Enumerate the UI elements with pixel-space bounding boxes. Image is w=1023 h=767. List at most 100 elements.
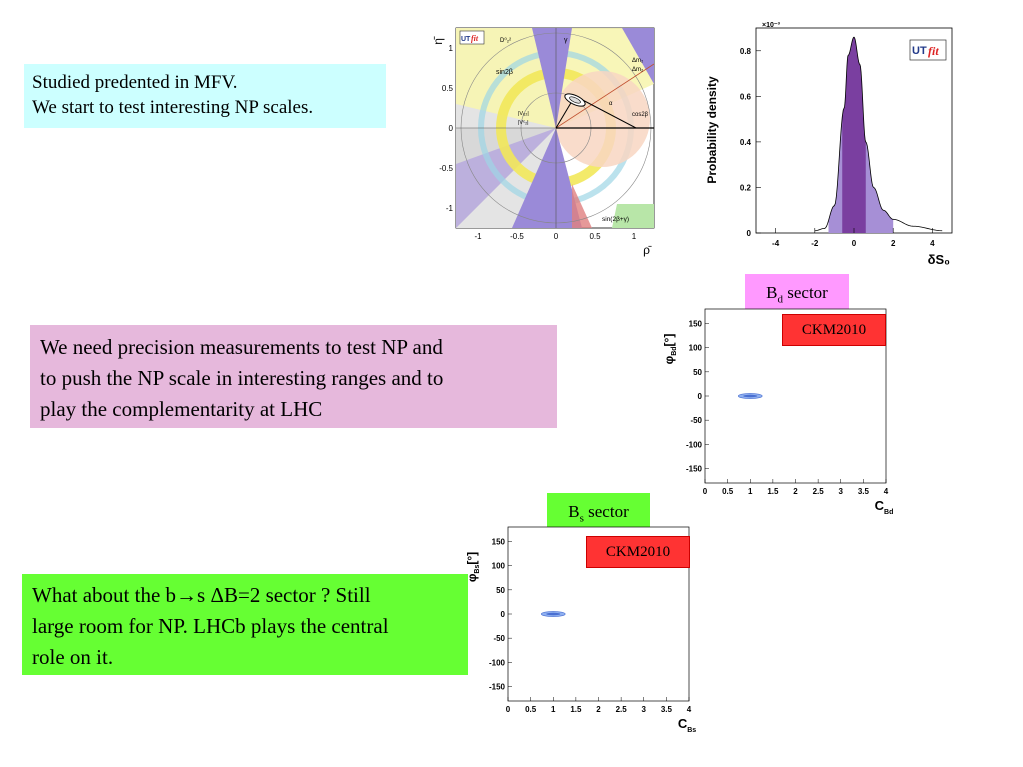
bs-x-tick: 1.5 (570, 705, 582, 714)
bs-tag-main: B (568, 502, 580, 521)
bd-x-tick: 4 (884, 487, 889, 496)
pdf-curve (814, 36, 943, 232)
bs-y-tick: 50 (496, 586, 505, 595)
pdf-y-tick: 0.2 (740, 183, 752, 192)
pdf-y-tick: 0 (747, 229, 752, 238)
bs-x-label: CBs (678, 716, 696, 734)
ut-x-ticks: -1 -0.5 0 0.5 1 (474, 232, 636, 241)
constraint-label-alpha: α (609, 101, 613, 107)
bd-data-point (737, 393, 763, 399)
bs-y-tick: 150 (492, 538, 506, 547)
bd-x-tick: 0 (703, 487, 708, 496)
utfit-logo-pdf: UT fit (909, 39, 947, 61)
mfv-text-box: Studied predented in MFV. We start to te… (24, 64, 386, 128)
constraint-label-sin2beta: sin2β (496, 69, 513, 76)
ut-y-tick: 1 (449, 44, 454, 53)
bs-x-tick: 3 (642, 705, 647, 714)
bd-tag-main: B (766, 283, 778, 302)
bs-y-tick: -50 (493, 634, 505, 643)
pdf-x-label: δS₀ (928, 252, 951, 267)
bd-x-tick: 2.5 (813, 487, 825, 496)
constraint-label-vub: |Vᵤ₂| (518, 111, 529, 117)
bd-y-tick: 150 (689, 320, 703, 329)
bs-data-point (540, 611, 566, 617)
bs-y-tick: 0 (501, 610, 506, 619)
ut-y-tick: 0 (449, 124, 454, 133)
ut-y-label: η̄ (432, 36, 445, 45)
bs-tag-sub: s (579, 512, 584, 525)
ut-x-tick: 1 (632, 232, 637, 241)
bd-y-label: φBd[°] (662, 334, 678, 365)
ut-y-tick: 0.5 (442, 84, 454, 93)
pdf-y-tick: 0.8 (740, 47, 752, 56)
bs-x-tick: 0 (506, 705, 511, 714)
pdf-x-tick: 0 (852, 239, 857, 248)
ut-y-tick: -1 (446, 204, 454, 213)
bd-tag-sub: d (777, 293, 784, 306)
ckm2010-badge-bs: CKM2010 (586, 536, 690, 568)
bd-y-tick: -50 (690, 416, 702, 425)
precision-line-3: play the complementarity at LHC (40, 397, 323, 421)
ut-x-tick: 0 (554, 232, 559, 241)
bs-x-tick: 3.5 (661, 705, 673, 714)
svg-text:UT: UT (912, 45, 927, 57)
constraint-label-gamma: γ (564, 37, 568, 44)
probability-density-plot: -4 -2 0 2 4 0 0.2 0.4 0.6 0.8 ×10⁻³ Probability d… (705, 22, 953, 267)
ut-x-label: ρ̄ (643, 243, 652, 257)
bd-y-tick: 0 (698, 392, 703, 401)
bs-line-3: role on it. (32, 645, 114, 669)
bs-line-1: What about the b→s ΔB=2 sector ? Still (32, 583, 371, 607)
ut-x-tick: -0.5 (510, 232, 524, 241)
bs-sector-text-box: What about the b→s ΔB=2 sector ? Still l… (22, 574, 468, 675)
bd-y-tick: -100 (686, 440, 703, 449)
bd-y-tick: -150 (686, 465, 703, 474)
svg-text:fit: fit (471, 34, 479, 43)
precision-line-1: We need precision measurements to test N… (40, 335, 443, 359)
mfv-line-2: We start to test interesting NP scales. (32, 97, 314, 118)
ut-y-ticks: 1 0.5 0 -0.5 -1 (439, 44, 453, 213)
constraint-label-cos2beta: cos2β (632, 112, 649, 118)
pdf-x-tick: 4 (930, 239, 935, 248)
bs-sector-tag: Bs sector (547, 493, 650, 530)
bs-y-label: φBs[°] (465, 552, 481, 582)
bs-y-tick: -150 (489, 683, 506, 692)
bd-tag-rest: sector (783, 283, 828, 302)
constraint-label-vcb: |Vᶜ₂| (518, 120, 529, 126)
bd-x-tick: 1.5 (767, 487, 779, 496)
bd-x-tick: 3 (839, 487, 844, 496)
bd-x-tick: 1 (748, 487, 753, 496)
pdf-x-tick: -4 (772, 239, 780, 248)
ut-y-tick: -0.5 (439, 164, 453, 173)
constraint-label-dmd: Δm₂ (632, 58, 644, 64)
constraint-label-dms: Δm₂ (632, 67, 644, 73)
svg-text:fit: fit (928, 44, 939, 58)
ut-triangle-plot: D⁰₂² γ sin2β Δm₂ Δm₂ |Vᵤ₂| |Vᶜ₂| α cos2β… (432, 27, 655, 257)
bd-x-tick: 0.5 (722, 487, 734, 496)
constraint-label-dk: D⁰₂² (500, 37, 511, 44)
bs-x-tick: 2 (596, 705, 601, 714)
bs-line-2: large room for NP. LHCb plays the centra… (32, 614, 389, 638)
bd-y-tick: 50 (693, 368, 702, 377)
mfv-line-1: Studied predented in MFV. (32, 72, 238, 93)
pdf-x-tick: -2 (811, 239, 819, 248)
bd-x-tick: 3.5 (858, 487, 870, 496)
bs-y-tick: 100 (492, 562, 506, 571)
bs-x-tick: 1 (551, 705, 556, 714)
bs-x-tick: 4 (687, 705, 692, 714)
pdf-y-tick: 0.4 (740, 138, 752, 147)
precision-line-2: to push the NP scale in interesting rang… (40, 366, 444, 390)
bd-x-tick: 2 (793, 487, 798, 496)
bs-tag-rest: sector (583, 502, 629, 521)
ut-x-tick: -1 (474, 232, 482, 241)
bd-sector-tag: Bd sector (745, 274, 849, 311)
bs-x-tick: 2.5 (616, 705, 628, 714)
precision-text-box: We need precision measurements to test N… (30, 325, 557, 428)
utfit-logo: UT fit (459, 30, 485, 45)
pdf-inner-region (842, 37, 866, 233)
bd-y-tick: 100 (689, 344, 703, 353)
bs-y-tick: -100 (489, 658, 506, 667)
ut-x-tick: 0.5 (589, 232, 601, 241)
pdf-y-tick: 0.6 (740, 92, 752, 101)
ckm2010-badge-bd: CKM2010 (782, 314, 886, 346)
svg-text:UT: UT (461, 36, 471, 43)
